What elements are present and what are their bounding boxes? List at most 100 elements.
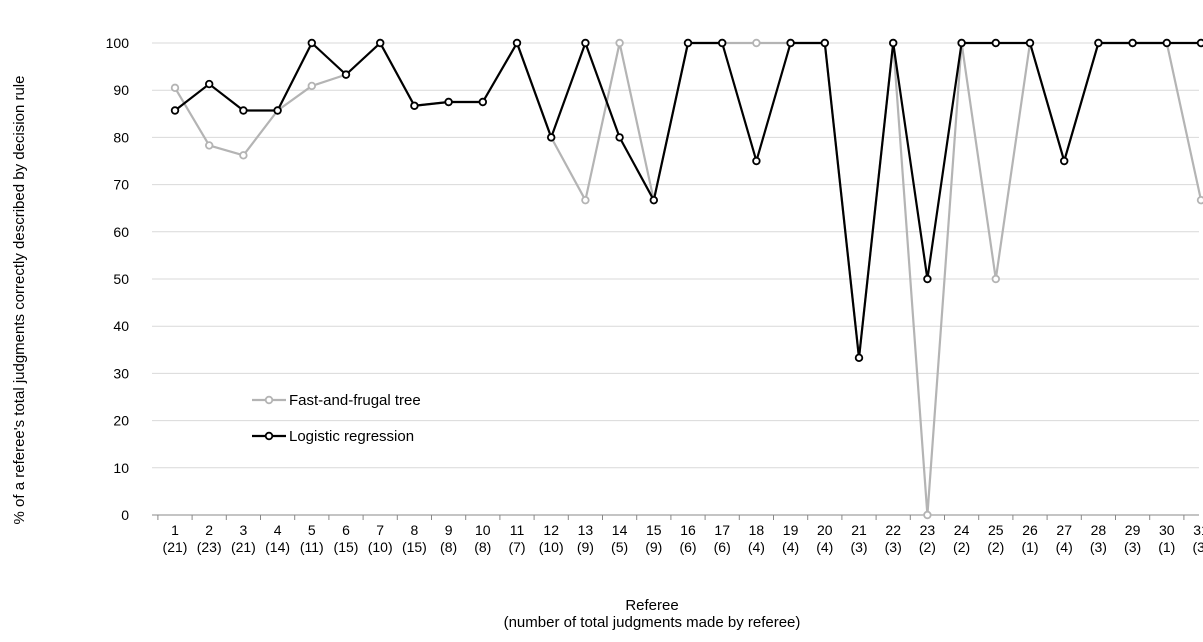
data-point bbox=[649, 195, 658, 205]
series-logistic-regression bbox=[170, 38, 1203, 363]
data-point bbox=[889, 38, 898, 48]
data-point bbox=[1059, 156, 1069, 166]
x-tick-count-label: (3) bbox=[885, 539, 902, 555]
x-tick-count-label: (4) bbox=[1056, 539, 1073, 555]
x-tick-count-label: (1) bbox=[1158, 539, 1175, 555]
x-tick-count-label: (3) bbox=[1124, 539, 1141, 555]
legend-label-logistic: Logistic regression bbox=[289, 428, 414, 445]
x-tick-count-label: (9) bbox=[577, 539, 594, 555]
data-point bbox=[1162, 38, 1171, 48]
x-axis-label-line1: Referee bbox=[625, 597, 678, 614]
x-tick-label: 4 bbox=[274, 522, 282, 538]
x-tick-label: 21 bbox=[851, 522, 867, 538]
data-point bbox=[752, 156, 761, 166]
data-point bbox=[752, 38, 761, 48]
data-point bbox=[444, 97, 453, 107]
y-tick-label: 30 bbox=[113, 365, 129, 381]
y-tick-label: 50 bbox=[113, 271, 129, 287]
y-tick-label: 90 bbox=[113, 82, 129, 98]
x-tick-labels: 1(21)2(23)3(21)4(14)5(11)6(15)7(10)8(15)… bbox=[163, 522, 1203, 555]
x-tick-label: 25 bbox=[988, 522, 1004, 538]
x-tick-count-label: (2) bbox=[919, 539, 936, 555]
data-point bbox=[820, 38, 829, 48]
data-point bbox=[683, 38, 693, 48]
x-tick-label: 13 bbox=[578, 522, 594, 538]
y-tick-labels: 0 10 20 30 40 50 60 70 80 90 100 bbox=[106, 35, 130, 523]
data-point bbox=[1196, 195, 1203, 205]
x-tick-count-label: (5) bbox=[611, 539, 628, 555]
x-tick-label: 18 bbox=[749, 522, 765, 538]
x-tick-count-label: (10) bbox=[539, 539, 564, 555]
data-point bbox=[410, 101, 419, 110]
legend-marker-fast-and-frugal bbox=[264, 395, 274, 405]
data-point bbox=[991, 274, 1000, 284]
x-tick-count-label: (15) bbox=[334, 539, 359, 555]
x-axis-label-line2: (number of total judgments made by refer… bbox=[504, 614, 801, 631]
x-tick-count-label: (21) bbox=[163, 539, 188, 555]
data-point bbox=[239, 151, 248, 160]
x-tick-count-label: (8) bbox=[440, 539, 457, 555]
x-tick-count-label: (3) bbox=[850, 539, 867, 555]
data-point bbox=[718, 38, 727, 48]
x-tick-count-label: (11) bbox=[300, 539, 324, 555]
x-tick-count-label: (6) bbox=[714, 539, 731, 555]
data-point bbox=[923, 274, 932, 284]
data-point bbox=[854, 353, 864, 363]
data-point bbox=[923, 510, 932, 520]
y-tick-label: 20 bbox=[113, 413, 129, 429]
axes bbox=[152, 514, 1199, 520]
x-tick-count-label: (2) bbox=[953, 539, 970, 555]
x-tick-label: 24 bbox=[954, 522, 970, 538]
x-tick-label: 15 bbox=[646, 522, 662, 538]
x-tick-count-label: (23) bbox=[197, 539, 222, 555]
data-point bbox=[341, 70, 351, 79]
x-tick-label: 1 bbox=[171, 522, 179, 538]
x-tick-count-label: (3) bbox=[1090, 539, 1107, 555]
x-tick-label: 20 bbox=[817, 522, 833, 538]
y-tick-label: 10 bbox=[113, 460, 129, 476]
data-point bbox=[307, 81, 316, 91]
legend-label-fast-and-frugal: Fast-and-frugal tree bbox=[289, 392, 421, 409]
x-tick-label: 22 bbox=[885, 522, 901, 538]
x-tick-count-label: (10) bbox=[368, 539, 393, 555]
data-point bbox=[786, 38, 795, 48]
data-point bbox=[1025, 38, 1035, 48]
data-point bbox=[581, 195, 590, 205]
y-tick-label: 80 bbox=[113, 129, 129, 145]
y-tick-label: 0 bbox=[121, 507, 129, 523]
data-point bbox=[991, 38, 1000, 48]
y-tick-label: 100 bbox=[106, 35, 130, 51]
y-tick-label: 60 bbox=[113, 224, 129, 240]
x-tick-label: 6 bbox=[342, 522, 350, 538]
x-tick-count-label: (4) bbox=[782, 539, 799, 555]
x-tick-count-label: (9) bbox=[645, 539, 662, 555]
y-axis-label: % of a referee's total judgments correct… bbox=[11, 76, 28, 525]
data-point bbox=[204, 141, 214, 150]
data-point bbox=[581, 38, 590, 48]
x-tick-label: 26 bbox=[1022, 522, 1038, 538]
data-point bbox=[1094, 38, 1103, 48]
data-point bbox=[615, 38, 624, 48]
x-tick-label: 12 bbox=[543, 522, 559, 538]
x-tick-label: 30 bbox=[1159, 522, 1175, 538]
x-tick-label: 19 bbox=[783, 522, 799, 538]
x-tick-label: 8 bbox=[411, 522, 419, 538]
data-point bbox=[1128, 38, 1137, 48]
x-tick-label: 11 bbox=[510, 522, 525, 538]
x-tick-label: 17 bbox=[714, 522, 730, 538]
data-point bbox=[547, 133, 556, 142]
x-tick-count-label: (8) bbox=[474, 539, 491, 555]
y-tick-label: 70 bbox=[113, 177, 129, 193]
data-point bbox=[478, 97, 487, 107]
x-tick-label: 31 bbox=[1193, 522, 1203, 538]
data-point bbox=[170, 83, 180, 93]
x-tick-label: 14 bbox=[612, 522, 628, 538]
data-point bbox=[170, 106, 180, 115]
x-tick-count-label: (4) bbox=[748, 539, 765, 555]
x-tick-label: 7 bbox=[376, 522, 384, 538]
data-point bbox=[376, 38, 385, 48]
x-tick-count-label: (15) bbox=[402, 539, 427, 555]
x-tick-count-label: (6) bbox=[679, 539, 696, 555]
x-tick-label: 29 bbox=[1125, 522, 1141, 538]
